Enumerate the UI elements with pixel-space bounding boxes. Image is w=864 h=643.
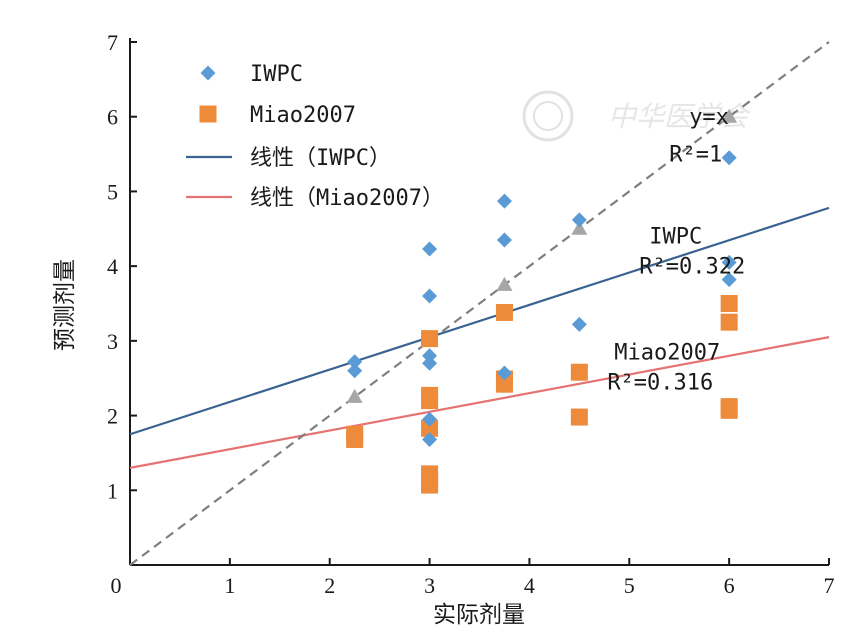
- legend-marker-diamond: [200, 65, 216, 81]
- data-point-diamond: [496, 365, 512, 381]
- y-tick-label: 7: [107, 30, 118, 55]
- x-tick-label: 3: [424, 573, 435, 598]
- data-point-square: [720, 401, 738, 419]
- data-point-triangle: [571, 220, 588, 235]
- data-point-diamond: [496, 193, 512, 209]
- data-point-square: [421, 476, 439, 494]
- data-point-square: [570, 363, 588, 381]
- trend-line: [129, 336, 830, 469]
- x-tick-label: 4: [524, 573, 535, 598]
- data-point-diamond: [422, 288, 438, 304]
- annotation-text: Miao2007: [614, 341, 720, 366]
- legend-label: Miao2007: [250, 103, 356, 128]
- data-point-diamond: [422, 411, 438, 427]
- data-points: [346, 108, 738, 494]
- data-point-diamond: [571, 212, 587, 228]
- trend-line: [129, 206, 830, 436]
- data-point-square: [570, 408, 588, 426]
- y-tick-label: 2: [107, 404, 118, 429]
- data-point-triangle: [346, 388, 363, 403]
- data-point-diamond: [571, 316, 587, 332]
- data-point-square: [421, 392, 439, 410]
- data-point-diamond: [422, 431, 438, 447]
- y-tick-label: 3: [107, 329, 118, 354]
- x-tick-label: 2: [324, 573, 335, 598]
- data-point-diamond: [496, 232, 512, 248]
- legend-label: 线性（Miao2007）: [250, 186, 444, 211]
- x-tick-label: 1: [224, 573, 235, 598]
- data-point-square: [346, 430, 364, 448]
- data-point-square: [421, 419, 439, 437]
- data-point-diamond: [347, 363, 363, 379]
- trend-lines: [129, 41, 830, 566]
- annotation-text: IWPC: [649, 225, 702, 250]
- x-tick-label: 5: [624, 573, 635, 598]
- data-point-square: [421, 330, 439, 348]
- data-point-square: [495, 303, 513, 321]
- legend-label: IWPC: [250, 62, 303, 87]
- data-point-triangle: [721, 108, 738, 123]
- tick-labels: 0 1 2 3 4 5 6 7 1 2 3 4 5 6 7: [107, 30, 835, 598]
- legend-marker-square: [199, 105, 217, 123]
- x-tick-label: 0: [111, 573, 122, 598]
- annotation-text: R²=0.316: [607, 370, 713, 395]
- data-point-diamond: [721, 150, 737, 166]
- data-point-diamond: [721, 272, 737, 288]
- annotation-text: R²=0.322: [639, 255, 745, 280]
- legend-label: 线性（IWPC）: [250, 146, 391, 171]
- y-tick-label: 1: [107, 478, 118, 503]
- x-axis-label: 实际剂量: [433, 602, 525, 628]
- data-point-square: [720, 313, 738, 331]
- y-axis-label: 预测剂量: [52, 259, 78, 351]
- data-point-square: [495, 375, 513, 393]
- y-tick-label: 5: [107, 179, 118, 204]
- x-tick-label: 6: [724, 573, 735, 598]
- data-point-triangle: [496, 276, 513, 291]
- data-point-square: [720, 295, 738, 312]
- axes: [129, 38, 829, 566]
- annotation-text: R²=1: [669, 143, 722, 168]
- y-tick-label: 6: [107, 105, 118, 130]
- data-point-diamond: [422, 241, 438, 257]
- x-tick-label: 7: [824, 573, 835, 598]
- data-point-diamond: [422, 355, 438, 371]
- legend: IWPC Miao2007 线性（IWPC） 线性（Miao2007）: [186, 62, 444, 211]
- reference-line-y-equals-x: [129, 41, 830, 566]
- annotation-text: y=x: [689, 105, 729, 130]
- y-tick-label: 4: [107, 254, 118, 279]
- data-point-diamond: [721, 254, 737, 270]
- annotations: y=x R²=1 IWPC R²=0.322 Miao2007 R²=0.316: [607, 105, 745, 395]
- data-point-diamond: [347, 354, 363, 370]
